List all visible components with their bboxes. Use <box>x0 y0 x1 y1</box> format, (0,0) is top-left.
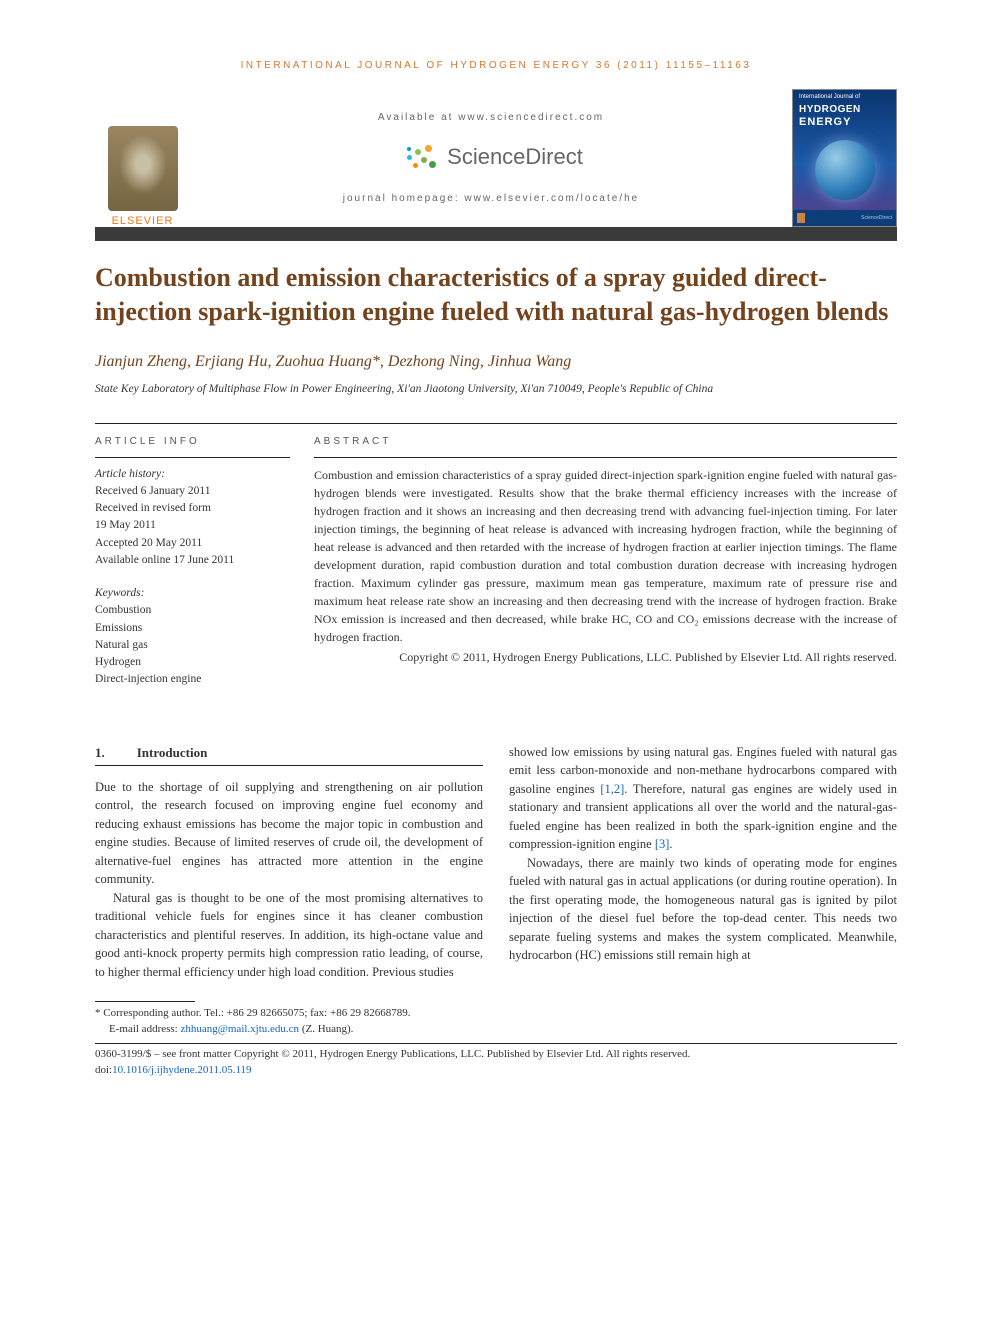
bottom-matter: 0360-3199/$ – see front matter Copyright… <box>95 1043 897 1078</box>
abstract-head: ABSTRACT <box>314 434 897 458</box>
section-heading: 1. Introduction <box>95 743 483 766</box>
center-block: Available at www.sciencedirect.com Scien… <box>190 89 792 227</box>
history-received: Received 6 January 2011 <box>95 483 290 500</box>
authors: Jianjun Zheng, Erjiang Hu, Zuohua Huang*… <box>95 353 897 371</box>
journal-homepage: journal homepage: www.elsevier.com/locat… <box>343 193 639 204</box>
info-abstract-row: ARTICLE INFO Article history: Received 6… <box>95 423 897 705</box>
front-matter-line: 0360-3199/$ – see front matter Copyright… <box>95 1047 897 1062</box>
citation-link[interactable]: [1,2] <box>600 782 624 796</box>
article-info-column: ARTICLE INFO Article history: Received 6… <box>95 424 290 705</box>
elsevier-label: ELSEVIER <box>112 215 174 227</box>
doi-line: doi:10.1016/j.ijhydene.2011.05.119 <box>95 1063 897 1078</box>
available-at: Available at www.sciencedirect.com <box>378 112 604 123</box>
journal-cover-block: International Journal of HYDROGEN ENERGY… <box>792 89 897 227</box>
body-left-column: 1. Introduction Due to the shortage of o… <box>95 743 483 1038</box>
doi-link[interactable]: 10.1016/j.ijhydene.2011.05.119 <box>112 1064 251 1076</box>
cover-mini-logo-icon <box>797 213 805 223</box>
abstract-text: Combustion and emission characteristics … <box>314 466 897 646</box>
abstract-copyright: Copyright © 2011, Hydrogen Energy Public… <box>314 648 897 666</box>
journal-cover-image: International Journal of HYDROGEN ENERGY… <box>792 89 897 227</box>
article-title: Combustion and emission characteristics … <box>95 261 897 329</box>
cover-globe-icon <box>815 140 875 200</box>
top-band: ELSEVIER Available at www.sciencedirect.… <box>95 89 897 227</box>
cover-supertitle: International Journal of <box>799 94 860 100</box>
sciencedirect-text: ScienceDirect <box>447 144 583 170</box>
cover-title-hydrogen: HYDROGEN <box>799 104 861 115</box>
journal-header: INTERNATIONAL JOURNAL OF HYDROGEN ENERGY… <box>95 60 897 71</box>
section-number: 1. <box>95 743 105 762</box>
email-label: E-mail address: <box>109 1023 180 1035</box>
keyword: Hydrogen <box>95 654 290 671</box>
keyword: Natural gas <box>95 637 290 654</box>
body-paragraph: Natural gas is thought to be one of the … <box>95 889 483 982</box>
email-line: E-mail address: zhhuang@mail.xjtu.edu.cn… <box>95 1022 483 1037</box>
keyword: Combustion <box>95 602 290 619</box>
keyword: Emissions <box>95 620 290 637</box>
page: INTERNATIONAL JOURNAL OF HYDROGEN ENERGY… <box>0 0 992 1118</box>
doi-label: doi: <box>95 1064 112 1076</box>
body-paragraph: showed low emissions by using natural ga… <box>509 743 897 854</box>
abstract-column: ABSTRACT Combustion and emission charact… <box>314 424 897 705</box>
history-revised-2: 19 May 2011 <box>95 517 290 534</box>
footnotes: * Corresponding author. Tel.: +86 29 826… <box>95 1006 483 1037</box>
sciencedirect-dots-icon <box>399 143 439 171</box>
body-columns: 1. Introduction Due to the shortage of o… <box>95 743 897 1038</box>
history-revised-1: Received in revised form <box>95 500 290 517</box>
section-title: Introduction <box>137 743 208 762</box>
history-label: Article history: <box>95 466 290 483</box>
keywords-label: Keywords: <box>95 585 290 602</box>
body-text: . <box>669 837 672 851</box>
history-online: Available online 17 June 2011 <box>95 552 290 569</box>
citation-link[interactable]: [3] <box>655 837 670 851</box>
keyword: Direct-injection engine <box>95 671 290 688</box>
article-info-head: ARTICLE INFO <box>95 434 290 458</box>
footnote-separator <box>95 1001 195 1002</box>
email-link[interactable]: zhhuang@mail.xjtu.edu.cn <box>180 1023 299 1035</box>
cover-bottom-strip: ScienceDirect <box>793 210 896 226</box>
body-paragraph: Due to the shortage of oil supplying and… <box>95 778 483 889</box>
author-list: Jianjun Zheng, Erjiang Hu, Zuohua Huang*… <box>95 353 571 370</box>
keywords-block: Keywords: Combustion Emissions Natural g… <box>95 585 290 689</box>
cover-title-energy: ENERGY <box>799 116 851 128</box>
body-right-column: showed low emissions by using natural ga… <box>509 743 897 1038</box>
article-history-block: Article history: Received 6 January 2011… <box>95 466 290 570</box>
elsevier-logo-block: ELSEVIER <box>95 89 190 227</box>
corresponding-author: * Corresponding author. Tel.: +86 29 826… <box>95 1006 483 1021</box>
sciencedirect-logo: ScienceDirect <box>399 143 583 171</box>
elsevier-tree-icon <box>108 126 178 211</box>
history-accepted: Accepted 20 May 2011 <box>95 535 290 552</box>
body-paragraph: Nowadays, there are mainly two kinds of … <box>509 854 897 965</box>
cover-bottom-text: ScienceDirect <box>861 215 892 221</box>
email-tail: (Z. Huang). <box>299 1023 353 1035</box>
affiliation: State Key Laboratory of Multiphase Flow … <box>95 383 897 395</box>
divider-bar <box>95 227 897 241</box>
